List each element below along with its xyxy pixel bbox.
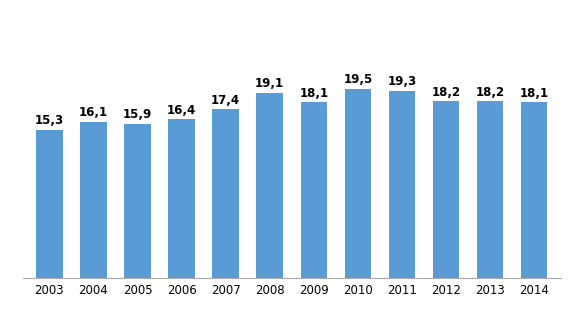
Text: 18,2: 18,2 [475,86,505,99]
Text: 18,2: 18,2 [431,86,460,99]
Bar [36,130,62,278]
Text: 16,4: 16,4 [167,103,196,116]
Text: 16,1: 16,1 [79,107,108,119]
Bar [344,89,371,278]
Text: 15,9: 15,9 [123,108,152,121]
Bar [80,122,106,278]
Bar [256,93,283,278]
Bar [521,102,547,278]
Text: 19,1: 19,1 [255,77,284,90]
Bar [300,102,327,278]
Text: 19,3: 19,3 [387,75,416,88]
Text: 15,3: 15,3 [35,114,64,127]
Bar [168,119,194,278]
Bar [124,124,150,278]
Bar [212,109,239,278]
Text: 19,5: 19,5 [343,73,372,86]
Bar [477,101,503,278]
Text: 17,4: 17,4 [211,94,240,107]
Bar [389,91,415,278]
Text: 18,1: 18,1 [519,87,549,100]
Bar [433,101,459,278]
Text: 18,1: 18,1 [299,87,328,100]
